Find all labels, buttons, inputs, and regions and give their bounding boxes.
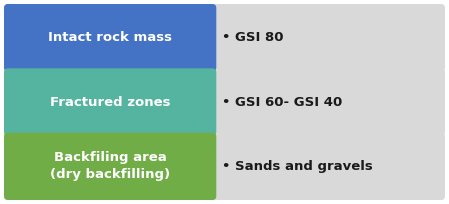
Text: • GSI 60- GSI 40: • GSI 60- GSI 40 xyxy=(222,95,343,109)
FancyBboxPatch shape xyxy=(4,4,445,71)
Text: Intact rock mass: Intact rock mass xyxy=(48,31,172,44)
Text: Backfiling area
(dry backfilling): Backfiling area (dry backfilling) xyxy=(50,151,170,181)
FancyBboxPatch shape xyxy=(4,4,216,71)
FancyBboxPatch shape xyxy=(4,68,216,136)
FancyBboxPatch shape xyxy=(4,133,216,200)
Text: Fractured zones: Fractured zones xyxy=(50,95,171,109)
FancyBboxPatch shape xyxy=(4,133,445,200)
FancyBboxPatch shape xyxy=(4,68,445,136)
Text: • Sands and gravels: • Sands and gravels xyxy=(222,160,373,173)
Text: • GSI 80: • GSI 80 xyxy=(222,31,284,44)
